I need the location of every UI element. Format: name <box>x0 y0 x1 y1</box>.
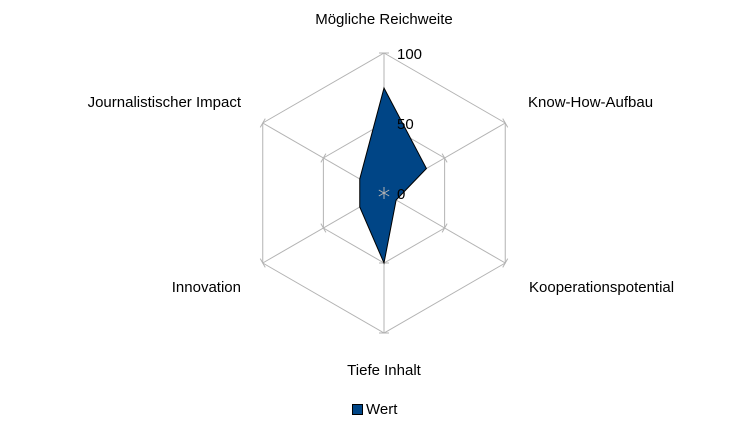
tick-mark <box>259 118 266 128</box>
center-spoke <box>378 189 385 194</box>
category-label: Innovation <box>172 279 241 296</box>
center-marker <box>378 187 390 199</box>
category-label: Journalistischer Impact <box>88 94 242 111</box>
tick-mark <box>502 118 509 128</box>
tick-mark <box>320 153 327 163</box>
legend-label: Wert <box>366 400 398 418</box>
legend-swatch <box>352 403 363 415</box>
center-spoke <box>383 189 390 194</box>
category-label: Kooperationspotential <box>529 279 674 296</box>
center-spoke <box>378 192 385 197</box>
tick-label: 100 <box>397 46 422 63</box>
axis-tick-labels: 0 50 100 <box>397 46 422 203</box>
category-label: Mögliche Reichweite <box>315 11 453 28</box>
category-label: Know-How-Aufbau <box>528 94 653 111</box>
tick-label: 0 <box>397 186 405 203</box>
tick-mark <box>441 223 448 233</box>
tick-mark <box>441 153 448 163</box>
tick-mark <box>259 258 266 268</box>
tick-mark <box>320 223 327 233</box>
series-area <box>359 86 428 265</box>
category-labels: Mögliche Reichweite Know-How-Aufbau Kooper… <box>88 11 675 379</box>
tick-mark <box>502 258 509 268</box>
legend: Wert <box>352 399 397 419</box>
tick-label: 50 <box>397 116 414 133</box>
category-label: Tiefe Inhalt <box>347 362 421 379</box>
center-spoke <box>383 192 390 197</box>
series-polygon <box>359 86 428 265</box>
